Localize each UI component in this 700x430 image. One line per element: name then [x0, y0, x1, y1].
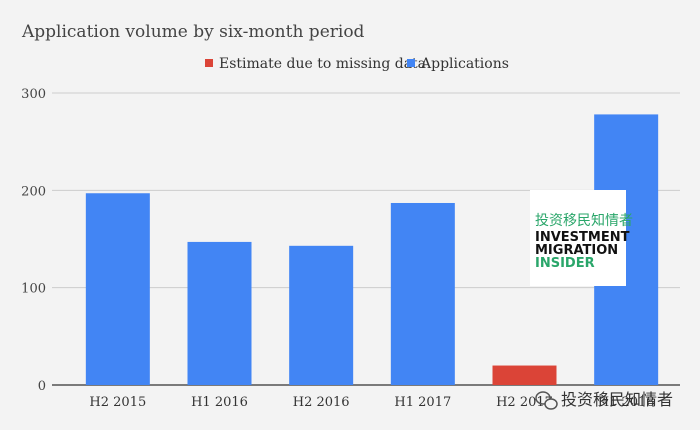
- bar-h2-2017: [492, 365, 557, 385]
- y-axis-ticks: 0 100 200 300: [21, 87, 46, 394]
- x-tick-label: H2 2017: [496, 395, 553, 410]
- wechat-badge: 投资移民知情者: [535, 390, 673, 410]
- legend-swatch: [205, 59, 213, 67]
- watermark-logo: 投资移民知情者 INVESTMENT MIGRATION INSIDER: [530, 190, 633, 286]
- legend-label: Applications: [420, 56, 509, 72]
- y-tick-label: 300: [21, 87, 46, 102]
- x-tick-label: H1 2016: [191, 395, 248, 410]
- bar-h1-2016: [187, 241, 252, 385]
- watermark-line-3: INSIDER: [535, 256, 595, 271]
- y-tick-label: 100: [21, 282, 46, 297]
- x-tick-label: H1 2018: [598, 395, 655, 410]
- watermark-line-1: INVESTMENT: [535, 230, 630, 245]
- y-tick-label: 0: [38, 379, 46, 394]
- x-axis-labels: H2 2015 H1 2016 H2 2016 H1 2017 H2 2017 H1 20…: [89, 395, 654, 410]
- legend-label: Estimate due to missing data: [219, 56, 426, 72]
- x-tick-label: H2 2015: [89, 395, 146, 410]
- watermark-chinese: 投资移民知情者: [535, 212, 633, 229]
- gridlines: [52, 92, 680, 386]
- watermark-line-2: MIGRATION: [535, 243, 618, 258]
- chart-title: Application volume by six-month period: [21, 22, 365, 42]
- bar-h1-2017: [390, 202, 455, 385]
- legend-swatch: [407, 59, 415, 67]
- watermark-background: [530, 190, 626, 286]
- bar-h2-2015: [85, 193, 150, 385]
- x-tick-label: H2 2016: [293, 395, 350, 410]
- bar-h2-2016: [289, 245, 354, 385]
- wechat-label: 投资移民知情者: [561, 390, 673, 409]
- wechat-icon: [535, 391, 558, 410]
- x-tick-label: H1 2017: [394, 395, 451, 410]
- y-tick-label: 200: [21, 184, 46, 199]
